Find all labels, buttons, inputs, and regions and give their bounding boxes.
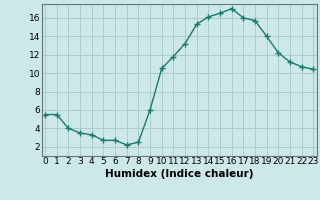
X-axis label: Humidex (Indice chaleur): Humidex (Indice chaleur) (105, 169, 253, 179)
